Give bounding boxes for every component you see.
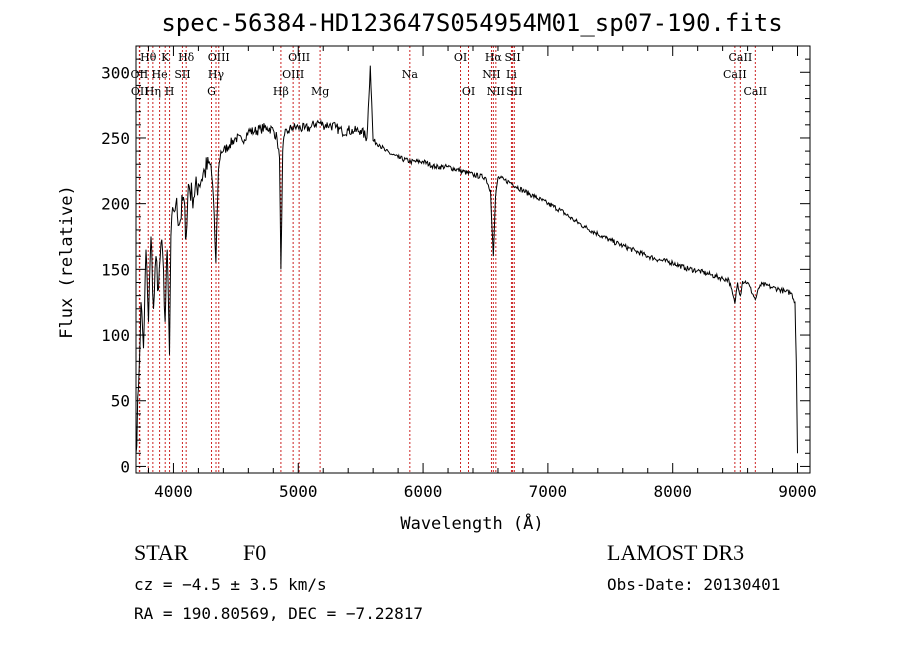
spectral-line-label: OIII (288, 51, 310, 64)
spectral-line-label: OI (454, 51, 467, 64)
x-axis-label: Wavelength (Å) (400, 512, 543, 534)
survey-name: LAMOST DR3 (607, 540, 745, 565)
spectral-line-label: Hβ (273, 85, 289, 98)
x-tick-label: 7000 (529, 482, 568, 501)
spectral-line-label: He (152, 68, 168, 81)
spectral-line-label: NII (482, 68, 500, 81)
spectral-line-label: SII (174, 68, 190, 81)
spectral-line-label: CaII (729, 51, 753, 64)
chart-title: spec-56384-HD123647S054954M01_sp07-190.f… (161, 9, 782, 37)
spectral-line-markers (138, 46, 756, 473)
x-tick-label: 8000 (653, 482, 692, 501)
plot-frame (135, 45, 811, 474)
y-axis-label: Flux (relative) (57, 185, 77, 339)
spectral-line-label: Hα (485, 51, 503, 64)
spectral-line-label: G (207, 85, 216, 98)
x-axis-ticks: 4000 5000 6000 7000 8000 9000 (147, 46, 817, 501)
y-axis-ticks: 0 50 100 150 200 250 300 (101, 58, 810, 476)
object-subclass: F0 (243, 540, 267, 565)
spectral-line-label: OIII (208, 51, 230, 64)
redshift-cz: cz = −4.5 ± 3.5 km/s (134, 575, 327, 594)
x-tick-label: 5000 (279, 482, 318, 501)
x-tick-label: 6000 (404, 482, 443, 501)
spectral-line-label: Li (506, 68, 517, 81)
spectral-line-label: Hθ (140, 51, 157, 64)
y-tick-label: 250 (101, 129, 130, 148)
spectral-line-label: Hγ (208, 68, 225, 81)
y-tick-label: 200 (101, 195, 130, 214)
spectral-line-label: OII (131, 68, 149, 81)
spectral-line-labels: Hθ OII OII K He Hη H Hδ SII OIII Hγ G Hβ OIII OIII Mg Na… (131, 51, 768, 98)
spectral-line-label: NII (487, 85, 505, 98)
spectral-line-label: Hη (145, 85, 161, 98)
y-tick-label: 100 (101, 326, 130, 345)
spectral-line-label: OII (131, 85, 149, 98)
ra-dec: RA = 190.80569, DEC = −7.22817 (134, 604, 423, 623)
spectral-line-label: CaII (723, 68, 747, 81)
x-tick-label: 4000 (154, 482, 193, 501)
y-tick-label: 0 (120, 457, 130, 476)
spectral-line-label: K (161, 51, 170, 64)
spectral-line-label: Mg (311, 85, 329, 98)
y-tick-label: 50 (111, 392, 130, 411)
spectral-line-label: Hδ (178, 51, 195, 64)
spectral-line-label: Na (402, 68, 419, 81)
object-class: STAR (134, 540, 189, 565)
y-tick-label: 300 (101, 63, 130, 82)
spectrum-line (135, 65, 798, 454)
spectral-line-label: CaII (743, 85, 767, 98)
spectral-line-label: SII (504, 51, 520, 64)
spectral-line-label: OI (462, 85, 475, 98)
y-tick-label: 150 (101, 260, 130, 279)
spectral-line-label: SII (506, 85, 522, 98)
obs-date: Obs-Date: 20130401 (607, 575, 781, 594)
spectral-line-label: H (165, 85, 175, 98)
x-tick-label: 9000 (778, 482, 817, 501)
spectral-line-label: OIII (282, 68, 304, 81)
